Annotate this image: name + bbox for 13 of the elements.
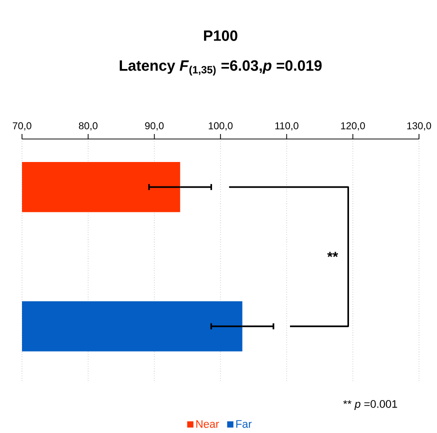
legend-label: Far [236,420,252,428]
x-tick-label: 130,0 [407,122,432,130]
annotation: ** [327,252,338,257]
x-tick-label: 70,0 [12,122,32,130]
legend-label: Near [196,420,219,428]
x-tick-label: 90,0 [145,122,164,130]
x-tick-label: 80,0 [78,122,98,130]
chart-title: P100 [204,30,238,41]
x-tick-label: 100,0 [208,122,233,130]
text: ** p =0.001 [343,400,398,410]
x-tick-label: 110,0 [275,122,298,130]
x-tick-label: 120,0 [341,122,365,130]
chart-subtitle: Latency F$_{(1,35)}$ =6.03,p =0.019 [120,60,322,76]
